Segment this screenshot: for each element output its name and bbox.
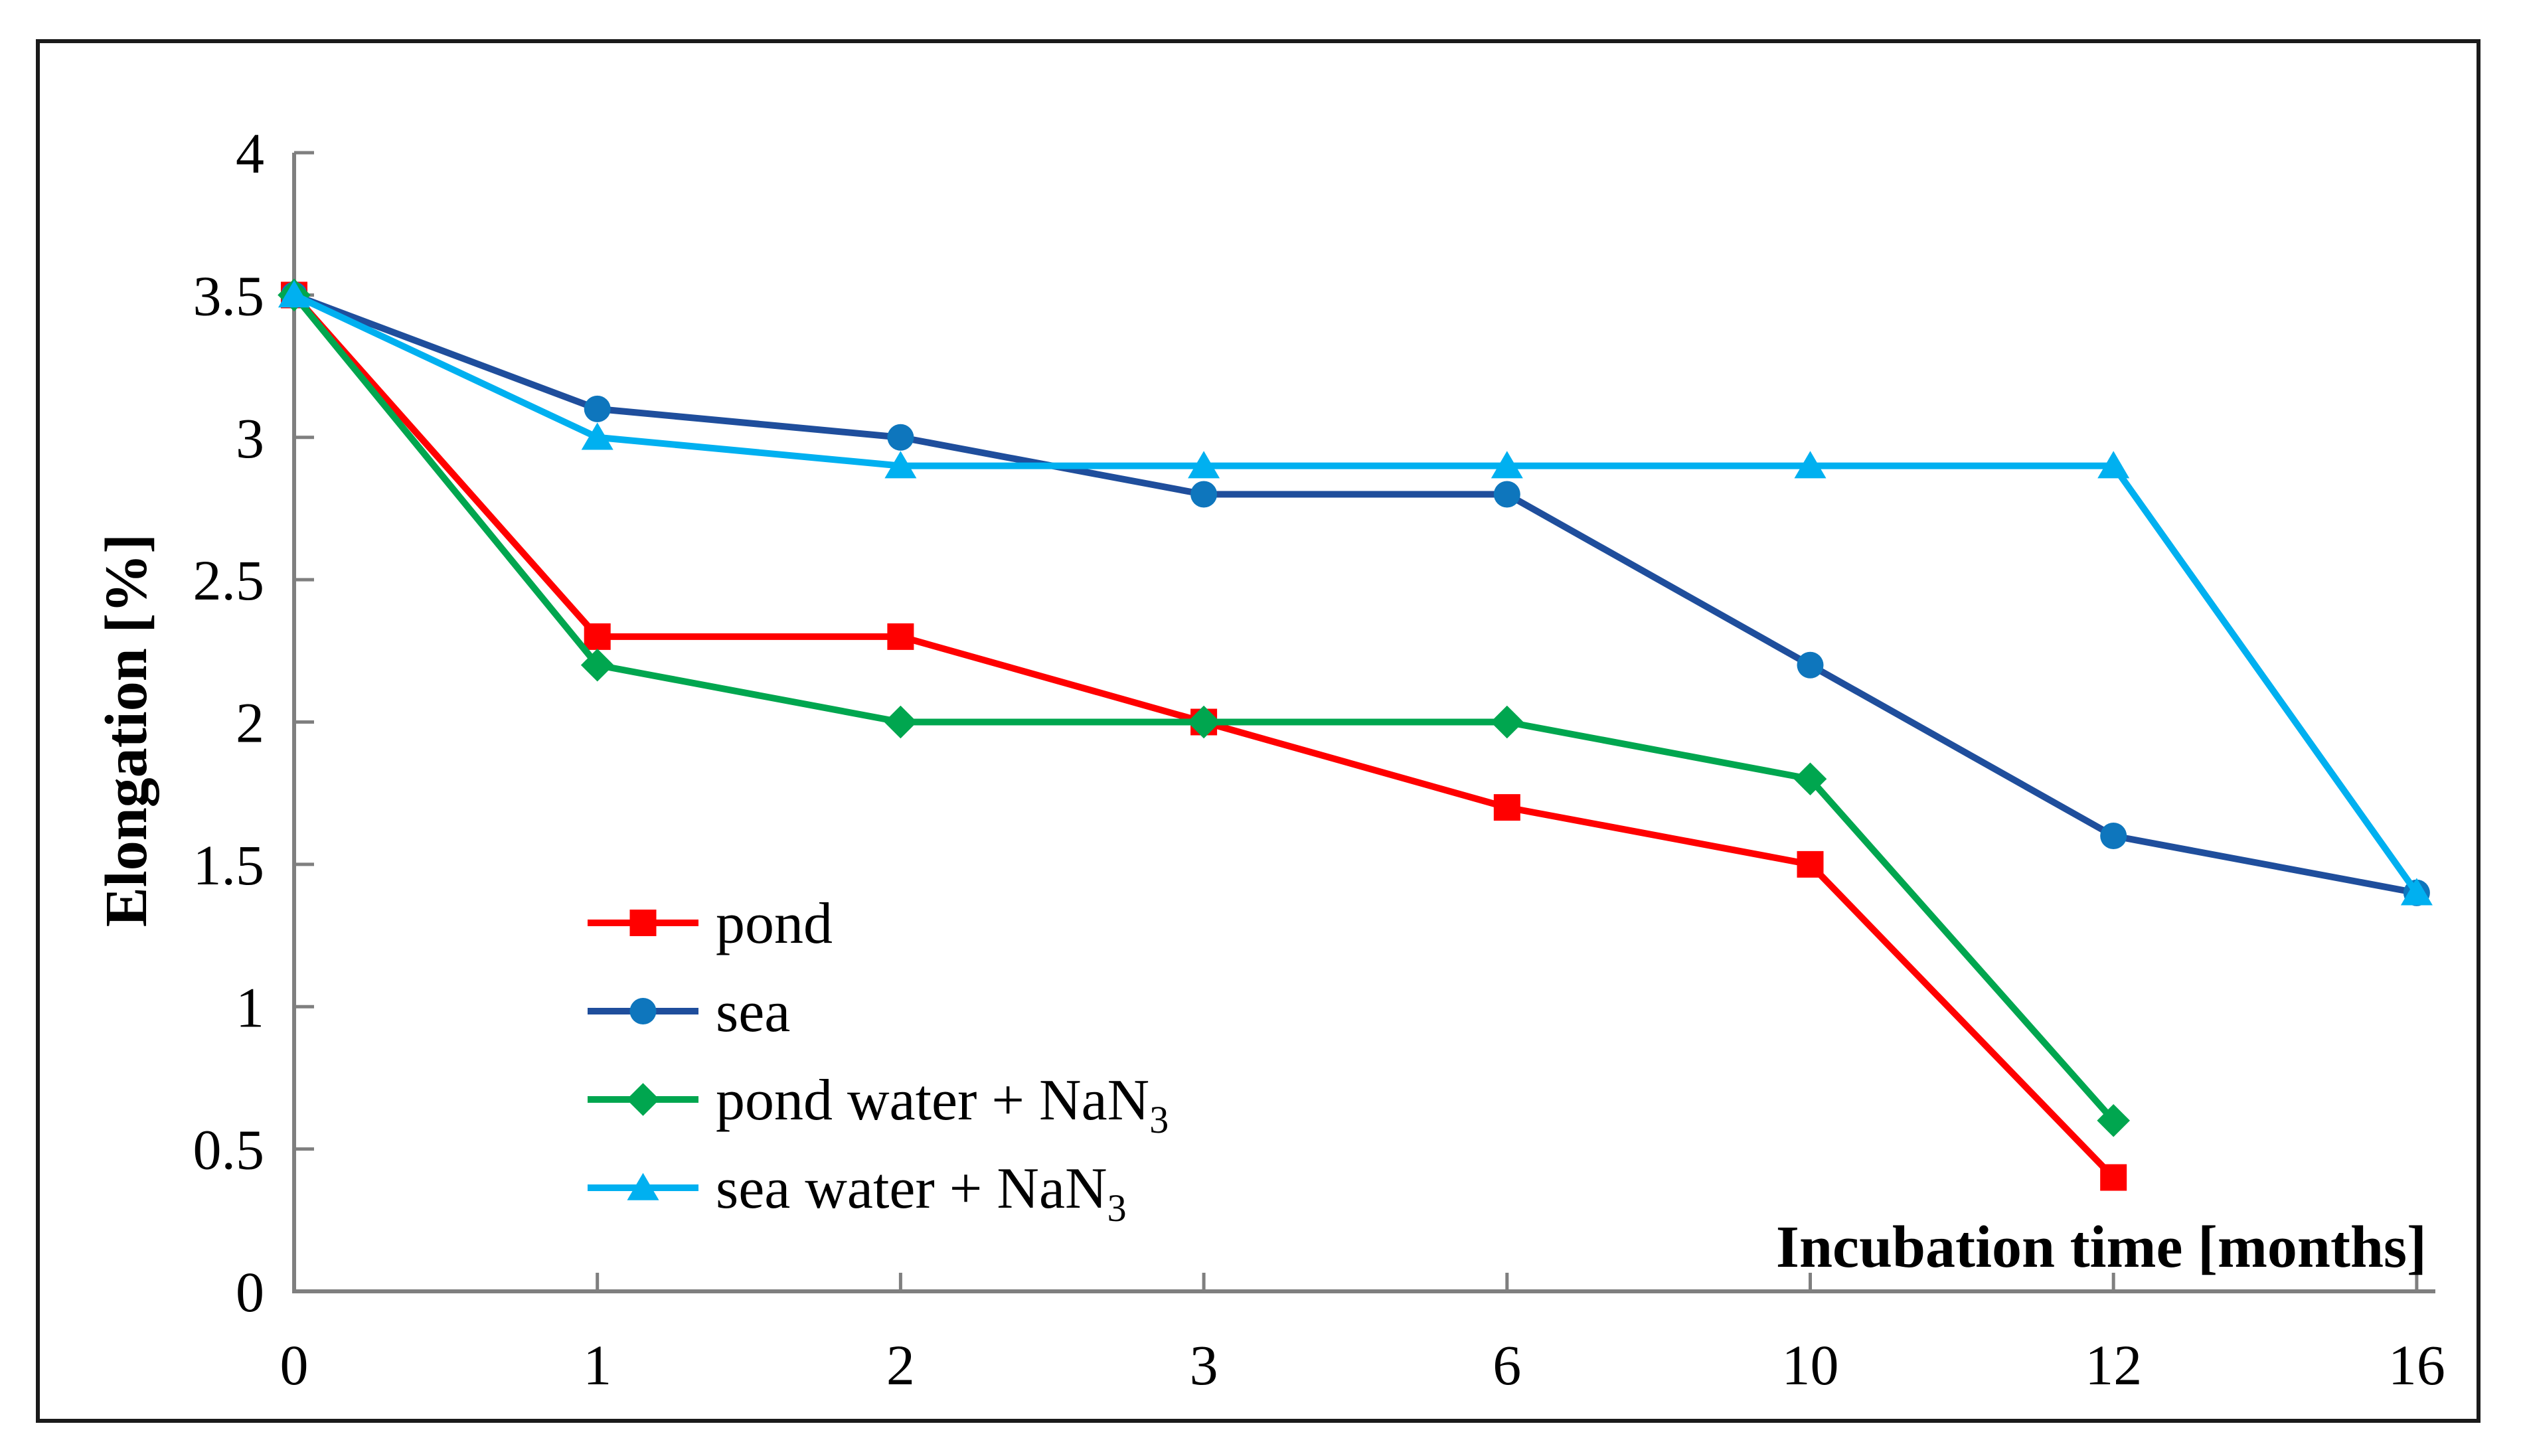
legend-item-pond-water-nan3: pond water + NaN3 xyxy=(588,1068,1169,1141)
series-marker-pond-water-nan3 xyxy=(1793,762,1827,796)
series-marker-pond-water-nan3 xyxy=(2097,1103,2130,1137)
y-tick-label: 3.5 xyxy=(193,264,265,327)
legend-item-sea-water-nan3: sea water + NaN3 xyxy=(588,1157,1127,1230)
series-line-sea-water-nan3 xyxy=(291,291,2420,896)
legend-label-subscript: 3 xyxy=(1149,1098,1169,1141)
x-tick-label: 3 xyxy=(1190,1333,1218,1397)
series-marker-pond-water-nan3 xyxy=(884,705,918,739)
series-marker-sea xyxy=(2100,823,2127,849)
legend-item-sea: sea xyxy=(588,980,790,1044)
legend-label-subscript: 3 xyxy=(1107,1186,1127,1230)
legend-label: pond water + NaN3 xyxy=(716,1068,1169,1141)
x-tick-label: 2 xyxy=(886,1333,915,1397)
legend-marker-pond xyxy=(629,910,657,936)
y-tick-label: 1 xyxy=(236,975,264,1039)
series-marker-pond xyxy=(2100,1164,2127,1191)
y-tick-label: 1.5 xyxy=(193,833,265,897)
series-marker-sea-water-nan3 xyxy=(1794,451,1827,479)
x-tick-label: 16 xyxy=(2388,1333,2445,1397)
series-line-sea xyxy=(291,291,2420,896)
series-marker-pond xyxy=(1797,850,1824,878)
y-tick-label: 2.5 xyxy=(193,548,265,612)
series-marker-pond xyxy=(887,623,914,650)
series-marker-pond-water-nan3 xyxy=(580,648,614,682)
y-tick-label: 3 xyxy=(236,406,264,470)
legend-marker-sea xyxy=(629,998,657,1024)
series-marker-sea-water-nan3 xyxy=(581,422,613,450)
legend-label: sea water + NaN3 xyxy=(716,1157,1127,1230)
figure-border xyxy=(36,39,2480,1423)
legend-marker-pond-water-nan3 xyxy=(626,1083,660,1116)
x-tick-label: 0 xyxy=(280,1333,309,1397)
series-marker-pond-water-nan3 xyxy=(1491,705,1524,739)
series-marker-pond xyxy=(1493,794,1520,821)
x-tick-label: 12 xyxy=(2085,1333,2142,1397)
series-marker-sea-water-nan3 xyxy=(2400,878,2433,906)
y-tick-label: 0 xyxy=(236,1260,264,1324)
y-tick-label: 0.5 xyxy=(193,1118,265,1182)
y-tick-label: 2 xyxy=(236,691,264,755)
series-marker-sea-water-nan3 xyxy=(884,451,917,479)
y-axis-title: Elongation [%] xyxy=(94,534,159,928)
legend-marker-sea-water-nan3 xyxy=(627,1173,659,1200)
legend-label: pond xyxy=(716,892,833,956)
x-axis-title: Incubation time [months] xyxy=(1776,1214,2427,1280)
series-marker-sea-water-nan3 xyxy=(1188,451,1220,479)
series-marker-sea-water-nan3 xyxy=(278,280,310,308)
series-marker-sea xyxy=(1190,481,1218,508)
series-marker-pond xyxy=(584,623,611,650)
series-marker-sea xyxy=(584,395,611,422)
series-marker-sea-water-nan3 xyxy=(1491,451,1523,479)
series-marker-sea-water-nan3 xyxy=(2097,451,2130,479)
x-tick-label: 1 xyxy=(583,1333,611,1397)
legend: pond sea pond water + NaN3 sea water + NaN3 xyxy=(588,892,1169,1230)
series-marker-pond-water-nan3 xyxy=(1187,705,1220,739)
series-marker-sea xyxy=(1797,651,1824,679)
legend-label: sea xyxy=(716,980,790,1044)
x-tick-label: 10 xyxy=(1782,1333,1839,1397)
legend-item-pond: pond xyxy=(588,892,833,956)
series-marker-sea xyxy=(1493,481,1520,508)
x-tick-label: 6 xyxy=(1493,1333,1521,1397)
y-tick-label: 4 xyxy=(236,121,264,185)
series-marker-sea xyxy=(887,424,914,451)
chart-plot: 00.511.522.533.540 1 2 3 6 10 12 16 xyxy=(193,121,2445,1397)
